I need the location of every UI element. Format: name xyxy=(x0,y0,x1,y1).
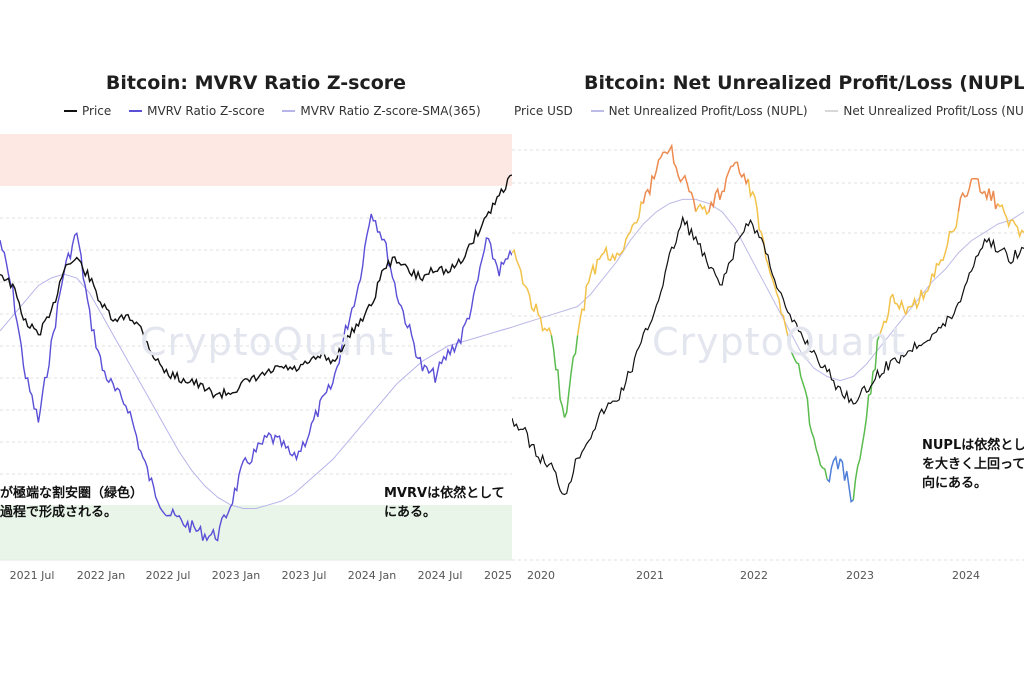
annotation-line: MVRVは依然として xyxy=(384,486,505,501)
series-line-nupl-segment xyxy=(773,285,789,336)
series-line-nupl-segment xyxy=(537,314,553,336)
nupl-chart-panel: CryptoQuant Bitcoin: Net Unrealized Prof… xyxy=(512,0,1024,682)
x-tick-label: 2021 Jul xyxy=(9,569,55,582)
series-line-nupl-segment xyxy=(735,161,749,186)
series-line-nupl-segment xyxy=(813,438,828,480)
series-line-price xyxy=(512,215,1024,496)
legend-item-nupl: Net Unrealized Profit/Loss (NUPL) xyxy=(590,104,808,118)
series-line-nupl-segment xyxy=(852,417,868,501)
x-tick-label: 2024 Jan xyxy=(347,569,397,582)
series-line-nupl-segment xyxy=(944,211,960,254)
x-tick-label: 2025 xyxy=(484,569,512,582)
legend-label: Net Unrealized Profit/Loss (NUPL)-SMA(36… xyxy=(843,104,1024,118)
annotation-line: にある。 xyxy=(384,505,437,520)
series-line-nupl-segment xyxy=(708,187,723,212)
x-tick-label: 2024 Jul xyxy=(417,569,463,582)
series-line-nupl-segment xyxy=(576,273,592,336)
legend-label: Price xyxy=(82,104,112,118)
series-line-nupl-segment xyxy=(760,232,776,287)
series-line-nupl-segment xyxy=(931,252,946,279)
annotation-note: が極端な割安圏（緑色） 過程で形成される。 xyxy=(0,484,143,522)
mvrv-chart-panel: CryptoQuant Bitcoin: MVRV Ratio Z-score … xyxy=(0,72,512,582)
annotation-note: NUPLは依然とし を大きく上回って 向にある。 xyxy=(922,436,1024,493)
legend-item-price: Price USD xyxy=(514,104,573,118)
series-line-nupl-segment xyxy=(800,376,815,439)
series-line-nupl-segment xyxy=(839,458,854,503)
series-line-nupl-segment xyxy=(629,200,644,233)
annotation-line: を大きく上回って xyxy=(922,457,1024,472)
series-line-nupl-segment xyxy=(957,178,973,212)
series-line-nupl-segment xyxy=(971,177,986,195)
series-line-nupl-segment xyxy=(642,170,658,204)
legend: Price MVRV Ratio Z-score MVRV Ratio Z-sc… xyxy=(64,104,495,118)
legend-label: MVRV Ratio Z-score xyxy=(147,104,265,118)
x-tick-label: 2021 xyxy=(636,569,664,582)
series-line-mvrv xyxy=(0,213,512,542)
series-line-nupl-segment xyxy=(865,334,881,418)
series-line-nupl-segment xyxy=(891,293,907,315)
series-line-nupl-segment xyxy=(918,273,933,303)
series-line-nupl-segment xyxy=(786,335,802,377)
annotation-line: 過程で形成される。 xyxy=(0,505,118,520)
annotation-line: NUPLは依然とし xyxy=(922,438,1024,453)
annotation-note: MVRVは依然として にある。 xyxy=(384,484,505,522)
series-line-nupl-segment xyxy=(826,455,841,484)
legend-item-mvrv: MVRV Ratio Z-score xyxy=(129,104,265,118)
series-line-nupl-segment xyxy=(655,149,671,171)
series-line-nupl-segment xyxy=(524,285,540,315)
annotation-line: が極端な割安圏（緑色） xyxy=(0,486,144,501)
series-line-nupl-segment xyxy=(747,178,762,233)
watermark: CryptoQuant xyxy=(652,320,907,364)
x-tick-label: 2023 Jul xyxy=(281,569,327,582)
series-line-nupl-segment xyxy=(550,335,566,418)
series-line-nupl-segment xyxy=(722,162,736,192)
legend-item-price: Price xyxy=(64,104,111,118)
series-line-nupl-segment xyxy=(997,203,1012,229)
series-line-nupl-segment xyxy=(616,231,631,257)
series-line-nupl-sma xyxy=(512,198,1024,382)
x-tick-label: 2023 xyxy=(846,569,874,582)
overvalued-zone xyxy=(0,134,512,186)
series-line-nupl-segment xyxy=(1010,219,1024,239)
series-line-nupl-segment xyxy=(603,245,618,262)
legend-item-sma: MVRV Ratio Z-score-SMA(365) xyxy=(282,104,481,118)
watermark: CryptoQuant xyxy=(140,320,395,364)
series-line-mvrv-sma xyxy=(0,273,512,509)
series-line-nupl-segment xyxy=(695,203,710,216)
series-line-nupl-segment xyxy=(878,293,894,336)
x-tick-label: 2020 xyxy=(527,569,555,582)
legend-label: Net Unrealized Profit/Loss (NUPL) xyxy=(608,104,808,118)
chart-title: Bitcoin: MVRV Ratio Z-score xyxy=(105,72,407,94)
legend: Price USD Net Unrealized Profit/Loss (NU… xyxy=(514,104,1024,118)
x-tick-label: 2022 Jul xyxy=(145,569,191,582)
legend-label: Price USD xyxy=(514,104,573,118)
undervalued-zone xyxy=(0,505,512,560)
x-tick-label: 2023 Jan xyxy=(211,569,261,582)
series-line-nupl-segment xyxy=(983,188,999,210)
chart-title: Bitcoin: Net Unrealized Profit/Loss (NUP… xyxy=(584,72,1024,94)
legend-label: MVRV Ratio Z-score-SMA(365) xyxy=(300,104,481,118)
series-line-nupl-segment xyxy=(905,296,920,315)
series-line-nupl-segment xyxy=(512,248,526,287)
series-line-nupl-segment xyxy=(590,252,605,275)
nupl-chart-canvas xyxy=(512,143,1024,561)
series-line-nupl-segment xyxy=(668,143,684,183)
series-line-nupl-segment xyxy=(682,174,697,212)
series-line-nupl-segment xyxy=(563,335,579,418)
annotation-line: 向にある。 xyxy=(922,476,988,491)
x-tick-label: 2022 xyxy=(740,569,768,582)
legend-item-sma: Net Unrealized Profit/Loss (NUPL)-SMA(36… xyxy=(825,104,1024,118)
x-tick-label: 2022 Jan xyxy=(76,569,126,582)
series-line-price xyxy=(0,174,512,401)
x-tick-label: 2024 xyxy=(952,569,980,582)
mvrv-chart-canvas xyxy=(0,134,512,561)
